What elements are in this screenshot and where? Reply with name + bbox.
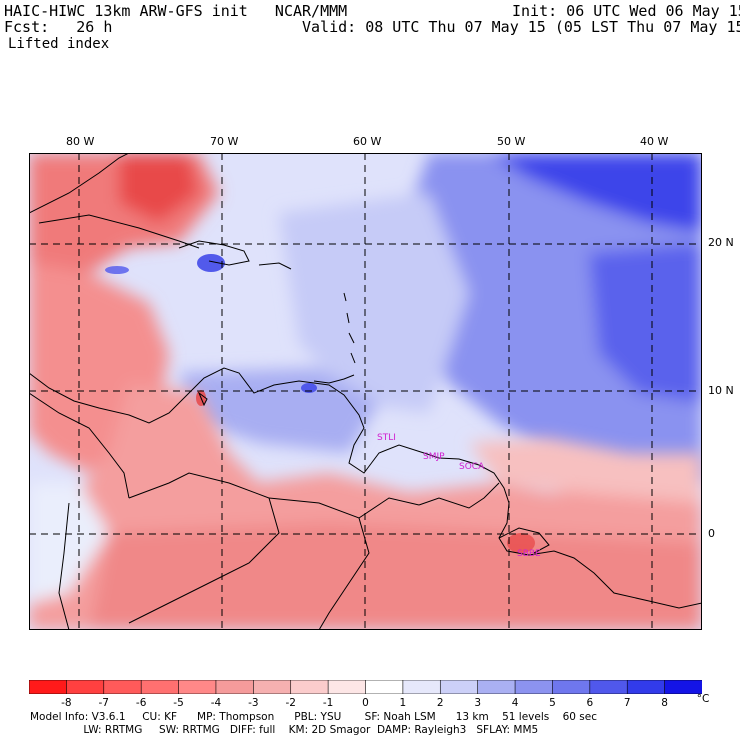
color-bar-tick-label: -6	[135, 697, 147, 709]
color-bar-swatch	[514, 680, 554, 694]
color-bar-swatch	[66, 680, 105, 694]
init-time: Init: 06 UTC Wed 06 May 15	[512, 2, 740, 20]
lon-label-80w: 80 W	[66, 135, 95, 148]
lon-label-70w: 70 W	[210, 135, 239, 148]
color-bar-swatch	[365, 680, 404, 694]
lon-label-40w: 40 W	[640, 135, 669, 148]
color-bar-tick-label: -4	[210, 697, 222, 709]
color-bar-swatch	[215, 680, 255, 694]
color-bar-unit: °C	[696, 693, 710, 705]
station-label-sbbe: SBBE	[517, 549, 541, 559]
color-bar-swatch	[477, 680, 516, 694]
color-bar-tick-label: -3	[248, 697, 259, 709]
color-bar-swatch	[29, 680, 68, 694]
color-bar-tick-label: 2	[436, 697, 444, 709]
graticule	[29, 153, 702, 630]
color-bar-swatch	[178, 680, 217, 694]
lon-label-50w: 50 W	[497, 135, 526, 148]
color-bar-tick-label: 3	[474, 697, 481, 709]
color-bar-tick-label: -1	[322, 697, 334, 709]
station-label-soca: SOCA	[459, 462, 485, 472]
color-bar-tick-label: -7	[98, 697, 110, 709]
lifted-index-map: STLI SMJP SOCA SBBE	[29, 153, 702, 630]
unstable-air-region	[29, 153, 702, 630]
color-bar-tick-label: -5	[173, 697, 184, 709]
color-bar-tick-label: 1	[399, 697, 407, 709]
color-bar-swatch	[290, 680, 329, 694]
convection-spot	[507, 533, 535, 553]
lon-label-60w: 60 W	[353, 135, 382, 148]
color-bar-tick-label: 7	[623, 697, 631, 709]
color-bar-swatch	[664, 680, 702, 694]
stable-air-region	[179, 153, 702, 483]
color-bar-swatch	[626, 680, 666, 694]
color-bar-swatch	[327, 680, 367, 694]
lat-label-equator: 0	[708, 527, 715, 540]
valid-time: Valid: 08 UTC Thu 07 May 15 (05 LST Thu …	[302, 18, 740, 36]
lat-label-20n: 20 N	[708, 236, 734, 249]
model-title: HAIC-HIWC 13km ARW-GFS init NCAR/MMM	[4, 2, 348, 20]
color-bar-tick-label: 5	[549, 697, 556, 709]
model-info-line-2: LW: RRTMG SW: RRTMG DIFF: full KM: 2D Sm…	[30, 724, 539, 736]
forecast-hour: Fcst: 26 h	[4, 18, 113, 36]
color-bar-tick-label: 4	[511, 697, 519, 709]
color-bar-tick-label: 8	[661, 697, 668, 709]
convection-spot	[105, 266, 129, 274]
color-bar-swatch	[253, 680, 292, 694]
field-name: Lifted index	[8, 36, 110, 52]
convection-spot	[197, 254, 225, 272]
color-bar-swatch	[402, 680, 442, 694]
color-bar	[29, 680, 702, 694]
coastlines	[29, 153, 702, 630]
lat-label-10n: 10 N	[708, 384, 734, 397]
color-bar-tick-label: 6	[586, 697, 594, 709]
color-bar-tick-label: 0	[362, 697, 369, 709]
color-bar-swatch	[589, 680, 629, 694]
model-info-line-1: Model Info: V3.6.1 CU: KF MP: Thompson P…	[30, 711, 597, 723]
station-label-smjp: SMJP	[423, 452, 445, 462]
map-frame	[29, 153, 702, 630]
color-bar-tick-label: -8	[61, 697, 72, 709]
color-bar-swatch	[439, 680, 479, 694]
color-bar-tick-label: -2	[285, 697, 296, 709]
color-bar-swatch	[103, 680, 142, 694]
station-label-stli: STLI	[377, 433, 396, 443]
color-bar-swatch	[552, 680, 591, 694]
color-bar-swatch	[140, 680, 180, 694]
